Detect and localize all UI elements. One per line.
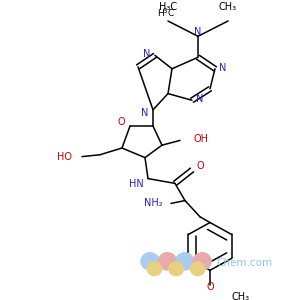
Circle shape [141, 253, 159, 270]
Text: N: N [194, 26, 202, 37]
Circle shape [147, 262, 162, 276]
Text: O: O [206, 281, 214, 292]
Text: NH₂: NH₂ [144, 198, 163, 208]
Text: H₃C: H₃C [159, 2, 177, 12]
Text: O: O [196, 161, 204, 171]
Text: H: H [157, 9, 164, 18]
Text: CH₃: CH₃ [219, 2, 237, 12]
Circle shape [169, 262, 183, 276]
Circle shape [158, 253, 176, 270]
Text: C: C [168, 9, 174, 18]
Text: HN: HN [129, 179, 143, 189]
Text: N: N [196, 94, 204, 104]
Text: N: N [219, 63, 227, 73]
Text: O: O [117, 117, 125, 127]
Circle shape [190, 262, 205, 276]
Circle shape [193, 253, 211, 270]
Text: N: N [143, 50, 151, 59]
Text: Chem.com: Chem.com [216, 258, 272, 268]
Text: HO: HO [57, 152, 72, 162]
Text: CH₃: CH₃ [232, 292, 250, 300]
Text: OH: OH [194, 134, 209, 144]
Text: N: N [141, 108, 149, 118]
Text: 3: 3 [163, 8, 167, 14]
Circle shape [176, 253, 194, 270]
